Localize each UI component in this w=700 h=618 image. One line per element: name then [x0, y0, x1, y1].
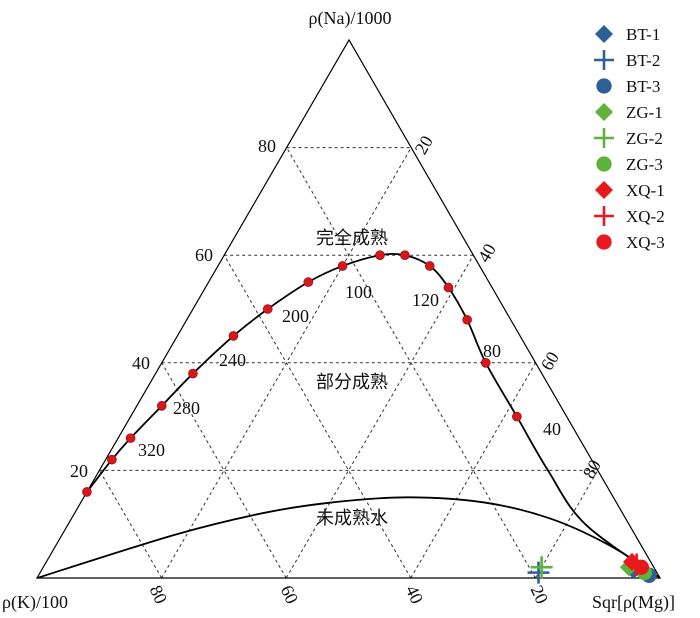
zone-label-immature: 未成熟水: [316, 508, 388, 529]
legend-item: XQ-1: [595, 181, 665, 200]
temp-label-280: 280: [173, 398, 200, 418]
curve-point-11: [424, 261, 435, 271]
legend-glyph-xq-3: [596, 234, 612, 250]
legend-label-zg-2: ZG-2: [626, 129, 663, 148]
legend-item: ZG-2: [594, 128, 663, 148]
legend-marker-bt-3: [596, 78, 612, 94]
bottom-tick-60: 60: [277, 582, 303, 607]
legend-marker-xq-2: [594, 206, 614, 226]
temp-label-120: 120: [412, 290, 439, 310]
curve-point-14: [480, 357, 491, 368]
bottom-tick-20: 20: [527, 582, 553, 607]
curve-point-7: [303, 277, 314, 287]
left-tick-80: 80: [258, 136, 276, 156]
legend-label-xq-2: XQ-2: [626, 207, 665, 226]
bottom-tick-40: 40: [402, 582, 428, 607]
curve-point-0: [82, 487, 92, 497]
legend-item: BT-2: [594, 50, 660, 70]
temp-label-40: 40: [543, 419, 561, 439]
curve-point-5: [228, 331, 239, 341]
legend-item: BT-3: [596, 77, 660, 96]
temp-label-100: 100: [345, 282, 372, 302]
temp-label-200: 200: [282, 306, 309, 326]
legend-glyph-zg-2: [594, 128, 614, 148]
temp-label-80: 80: [483, 341, 501, 361]
legend-marker-xq-1: [595, 181, 613, 199]
left-tick-20: 20: [70, 461, 88, 481]
legend-item: XQ-2: [594, 206, 665, 226]
legend-glyph-bt-1: [595, 25, 613, 43]
zone-label-full-mature: 完全成熟: [316, 228, 388, 249]
right-tick-80: 80: [579, 456, 605, 482]
equilibrium-points: [82, 250, 522, 497]
legend: BT-1 BT-2 BT-3 ZG-1 ZG-2 ZG-3 XQ-1 XQ-2 …: [594, 25, 665, 252]
legend-item: BT-1: [595, 25, 660, 44]
sample-points: [527, 552, 657, 584]
legend-label-bt-2: BT-2: [626, 51, 660, 70]
curve-point-8: [337, 261, 348, 271]
legend-glyph-bt-2: [594, 50, 614, 70]
left-tick-40: 40: [132, 353, 150, 373]
legend-item: ZG-1: [595, 103, 663, 122]
legend-glyph-xq-2: [594, 206, 614, 226]
legend-label-bt-3: BT-3: [626, 77, 660, 96]
triangle-outline: [35, 38, 662, 579]
curve-point-6: [262, 304, 273, 314]
sample-zg-2-0: [530, 556, 553, 579]
legend-label-zg-3: ZG-3: [626, 155, 663, 174]
bottom-tick-80: 80: [146, 582, 172, 607]
triangle-frame: [35, 38, 662, 579]
legend-marker-bt-1: [595, 25, 613, 43]
zone-label-partial-mature: 部分成熟: [316, 372, 388, 393]
legend-marker-zg-2: [594, 128, 614, 148]
curve-point-3: [156, 401, 167, 411]
legend-marker-zg-3: [596, 156, 612, 172]
corner-label-top: ρ(Na)/1000: [309, 8, 392, 29]
grid-line-k-80: [98, 470, 163, 579]
curve-point-2: [125, 433, 136, 443]
curve-point-1: [107, 454, 117, 465]
legend-glyph-xq-1: [595, 181, 613, 199]
legend-item: ZG-3: [596, 155, 663, 174]
left-tick-60: 60: [195, 245, 213, 265]
grid-line-k-40: [223, 254, 412, 579]
legend-glyph-zg-1: [595, 103, 613, 121]
legend-marker-zg-1: [595, 103, 613, 121]
curve-point-9: [375, 250, 385, 260]
legend-glyph-bt-3: [596, 78, 612, 94]
legend-label-zg-1: ZG-1: [626, 103, 663, 122]
curve-point-4: [188, 368, 198, 379]
right-tick-60: 60: [537, 348, 563, 374]
sample-bt-2-0: [527, 561, 550, 584]
legend-glyph-zg-3: [596, 156, 612, 172]
immature-boundary-curve: [36, 496, 661, 579]
grid-line-mg-40: [285, 254, 474, 579]
corner-label-left: ρ(K)/100: [2, 592, 68, 613]
temp-label-240: 240: [219, 350, 246, 370]
legend-label-xq-3: XQ-3: [626, 233, 665, 252]
curve-point-12: [443, 282, 454, 293]
temp-label-320: 320: [138, 440, 165, 460]
legend-label-xq-1: XQ-1: [626, 181, 665, 200]
curve-point-15: [512, 411, 522, 422]
curve-point-13: [462, 314, 472, 325]
legend-marker-bt-2: [594, 50, 614, 70]
sample-xq-3-0: [633, 559, 649, 575]
legend-label-bt-1: BT-1: [626, 25, 660, 44]
corner-label-right: Sqr[ρ(Mg)]: [592, 592, 675, 613]
curve-point-10: [400, 250, 410, 260]
legend-item: XQ-3: [596, 233, 665, 252]
legend-marker-xq-3: [596, 234, 612, 250]
